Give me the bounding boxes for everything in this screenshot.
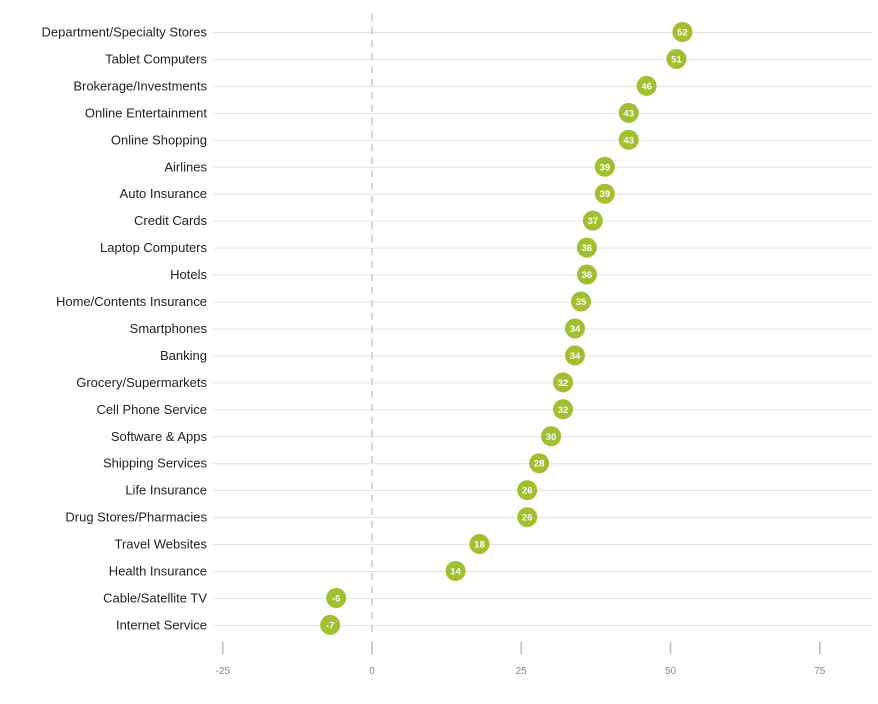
category-label: Banking <box>160 348 207 363</box>
category-label: Health Insurance <box>109 564 207 579</box>
data-value-label: 43 <box>623 135 634 146</box>
category-label: Hotels <box>170 267 207 282</box>
data-point <box>582 210 603 231</box>
data-value-label: 34 <box>570 351 581 362</box>
data-point <box>564 318 585 339</box>
category-label: Online Shopping <box>111 132 207 147</box>
data-point <box>570 291 591 312</box>
category-label: Cable/Satellite TV <box>103 590 207 605</box>
category-label: Life Insurance <box>125 483 207 498</box>
category-label: Auto Insurance <box>120 186 207 201</box>
data-value-label: 32 <box>558 378 569 389</box>
x-tick-label: -25 <box>216 666 231 677</box>
data-value-label: 43 <box>623 108 634 119</box>
category-label: Online Entertainment <box>85 105 208 120</box>
data-point <box>576 264 597 285</box>
data-point <box>618 102 639 123</box>
data-point <box>636 75 657 96</box>
data-value-label: 36 <box>582 243 593 254</box>
category-label: Brokerage/Investments <box>73 78 207 93</box>
data-value-label: 26 <box>522 513 533 524</box>
gridlines <box>213 32 872 626</box>
x-axis: -25 0 25 50 75 <box>216 642 826 677</box>
data-value-label: 39 <box>600 162 611 173</box>
category-label: Credit Cards <box>134 213 207 228</box>
x-tick-label: 25 <box>516 666 528 677</box>
category-label: Software & Apps <box>111 429 208 444</box>
data-point <box>517 480 538 501</box>
data-point <box>594 156 615 177</box>
data-value-label: 28 <box>534 459 545 470</box>
data-value-label: 52 <box>677 28 688 39</box>
x-tick-label: 75 <box>814 666 826 677</box>
data-value-label: 14 <box>450 567 461 578</box>
category-label: Tablet Computers <box>105 51 207 66</box>
data-value-label: -6 <box>332 593 340 604</box>
data-point <box>320 614 341 635</box>
data-point <box>666 48 687 69</box>
data-value-label: 35 <box>576 297 587 308</box>
category-label: Laptop Computers <box>100 240 207 255</box>
data-value-label: 30 <box>546 432 557 443</box>
data-value-label: 39 <box>600 189 611 200</box>
data-point <box>576 237 597 258</box>
data-point <box>618 129 639 150</box>
data-point <box>529 453 550 474</box>
data-value-label: 46 <box>641 81 652 92</box>
category-label: Department/Specialty Stores <box>42 25 208 40</box>
x-tick-label: 0 <box>369 666 375 677</box>
data-point <box>553 372 574 393</box>
data-value-label: 51 <box>671 54 682 65</box>
category-label: Drug Stores/Pharmacies <box>65 510 207 525</box>
data-point <box>672 22 693 42</box>
data-point <box>553 399 574 420</box>
category-label: Grocery/Supermarkets <box>76 375 207 390</box>
x-tick-label: 50 <box>665 666 677 677</box>
data-point <box>469 534 490 555</box>
category-label: Travel Websites <box>115 537 208 552</box>
category-label: Smartphones <box>130 321 208 336</box>
category-label: Shipping Services <box>103 456 208 471</box>
data-point <box>517 507 538 528</box>
data-points: 52 51 46 43 43 39 39 37 36 36 35 34 34 32 32 30 28 26 26 18… <box>320 22 693 635</box>
category-label: Home/Contents Insurance <box>56 294 207 309</box>
data-value-label: -7 <box>326 620 334 631</box>
data-value-label: 18 <box>474 540 485 551</box>
category-label: Airlines <box>164 159 207 174</box>
data-value-label: 37 <box>588 216 599 227</box>
category-label: Internet Service <box>116 617 207 632</box>
data-value-label: 32 <box>558 405 569 416</box>
data-value-label: 36 <box>582 270 593 281</box>
category-label: Cell Phone Service <box>96 402 207 417</box>
data-value-label: 26 <box>522 486 533 497</box>
data-point <box>445 561 466 581</box>
data-point <box>594 183 615 204</box>
data-point <box>326 587 347 608</box>
data-point <box>564 345 585 366</box>
data-value-label: 34 <box>570 324 581 335</box>
data-point <box>541 426 562 447</box>
category-labels: Department/Specialty Stores Tablet Comput… <box>42 25 208 633</box>
